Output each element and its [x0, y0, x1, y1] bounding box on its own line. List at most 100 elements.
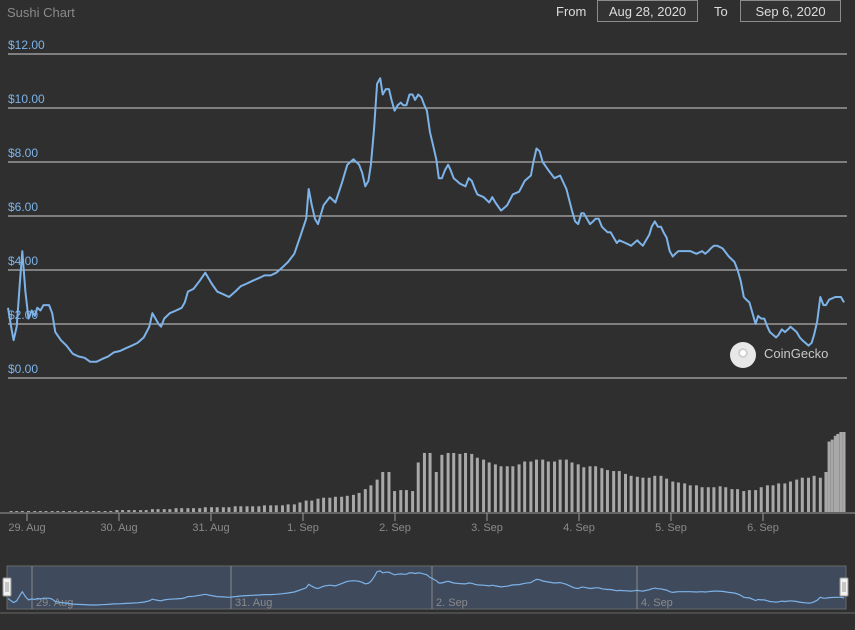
volume-bar	[85, 511, 89, 512]
volume-bar	[842, 432, 846, 512]
volume-bar	[351, 494, 355, 512]
x-tick-label: 3. Sep	[471, 522, 503, 534]
volume-bar	[9, 511, 13, 512]
volume-bar	[683, 483, 687, 512]
volume-bar	[357, 492, 361, 512]
volume-bar	[73, 511, 77, 512]
volume-bar	[788, 481, 792, 512]
volume-bar	[800, 477, 804, 512]
volume-bar	[582, 467, 586, 512]
volume-bar	[446, 452, 450, 512]
volume-bar	[600, 468, 604, 512]
volume-bar	[594, 466, 598, 512]
volume-bar	[482, 459, 486, 512]
volume-bar	[523, 461, 527, 512]
volume-bar	[298, 502, 302, 512]
x-tick-label: 5. Sep	[655, 522, 687, 534]
volume-bar	[381, 472, 385, 512]
volume-bar	[44, 511, 48, 512]
x-tick-label: 30. Aug	[100, 522, 137, 534]
volume-bar	[553, 461, 557, 512]
volume-bar	[422, 452, 426, 512]
volume-bar	[783, 483, 787, 512]
volume-bar	[747, 490, 751, 512]
x-tick-label: 6. Sep	[747, 522, 779, 534]
volume-bar	[115, 510, 119, 512]
from-date-input[interactable]	[597, 0, 698, 22]
volume-bar	[724, 487, 728, 512]
volume-bar	[839, 432, 843, 512]
volume-bar	[470, 453, 474, 512]
volume-bar	[304, 500, 308, 512]
volume-bar	[103, 511, 107, 512]
volume-bar	[558, 459, 562, 512]
to-date-input[interactable]	[740, 0, 841, 22]
volume-bar	[830, 439, 834, 512]
volume-bar	[499, 466, 503, 512]
volume-bar	[629, 475, 633, 512]
x-axis: 29. Aug 30. Aug 31. Aug 1. Sep 2. Sep 3. Sep 4…	[0, 512, 855, 534]
volume-bar	[369, 485, 373, 512]
price-line	[7, 77, 845, 363]
volume-bar	[33, 511, 37, 512]
coingecko-logo-icon	[730, 342, 756, 368]
volume-bar	[38, 511, 42, 512]
volume-bar	[97, 511, 101, 512]
volume-bar	[399, 490, 403, 512]
volume-bar	[505, 466, 509, 512]
y-tick-label: $6.00	[8, 200, 38, 214]
volume-bar	[765, 485, 769, 512]
volume-bar	[404, 490, 408, 512]
volume-bar	[576, 464, 580, 512]
volume-bar	[333, 496, 337, 512]
navigator-label: 31. Aug	[235, 597, 272, 609]
volume-bar	[168, 509, 172, 512]
volume-bar	[239, 506, 243, 512]
volume-bar	[262, 505, 266, 512]
volume-bar	[286, 504, 290, 512]
volume-bar	[824, 472, 828, 512]
volume-bar	[653, 475, 657, 512]
volume-bar	[529, 461, 533, 512]
volume-bar	[641, 477, 645, 512]
volume-bar	[434, 472, 438, 512]
navigator-series	[7, 570, 845, 606]
navigator-left-handle[interactable]	[2, 577, 12, 597]
volume-bar	[340, 496, 344, 512]
volume-bar	[316, 498, 320, 512]
volume-bar	[310, 500, 314, 512]
volume-bar	[387, 472, 391, 512]
navigator-label: 4. Sep	[641, 597, 673, 609]
volume-bar	[221, 507, 225, 512]
navigator[interactable]: 29. Aug 31. Aug 2. Sep 4. Sep	[0, 565, 855, 614]
volume-bar	[363, 489, 367, 512]
volume-bar	[517, 464, 521, 512]
volume-bar	[251, 506, 255, 512]
volume-bar	[452, 452, 456, 512]
volume-bar	[15, 511, 19, 512]
volume-bar	[393, 491, 397, 512]
volume-bar	[162, 509, 166, 512]
volume-bar	[109, 511, 113, 512]
volume-bar	[671, 481, 675, 512]
x-tick-label: 2. Sep	[379, 522, 411, 534]
volume-bar	[564, 459, 568, 512]
volume-bar	[795, 479, 799, 512]
volume-bar	[20, 511, 24, 512]
volume-bar	[464, 452, 468, 512]
x-tick-label: 29. Aug	[8, 522, 45, 534]
volume-bar	[712, 487, 716, 512]
volume-bar	[156, 509, 160, 512]
navigator-right-handle[interactable]	[839, 577, 849, 597]
volume-bar	[68, 511, 72, 512]
volume-bar	[215, 507, 219, 512]
volume-bar	[570, 462, 574, 512]
volume-bar	[198, 508, 202, 512]
volume-bar	[269, 505, 273, 512]
volume-bar	[836, 433, 840, 512]
volume-bar	[180, 508, 184, 512]
volume-bar	[511, 466, 515, 512]
volume-bar	[121, 510, 125, 512]
volume-bar	[676, 482, 680, 512]
